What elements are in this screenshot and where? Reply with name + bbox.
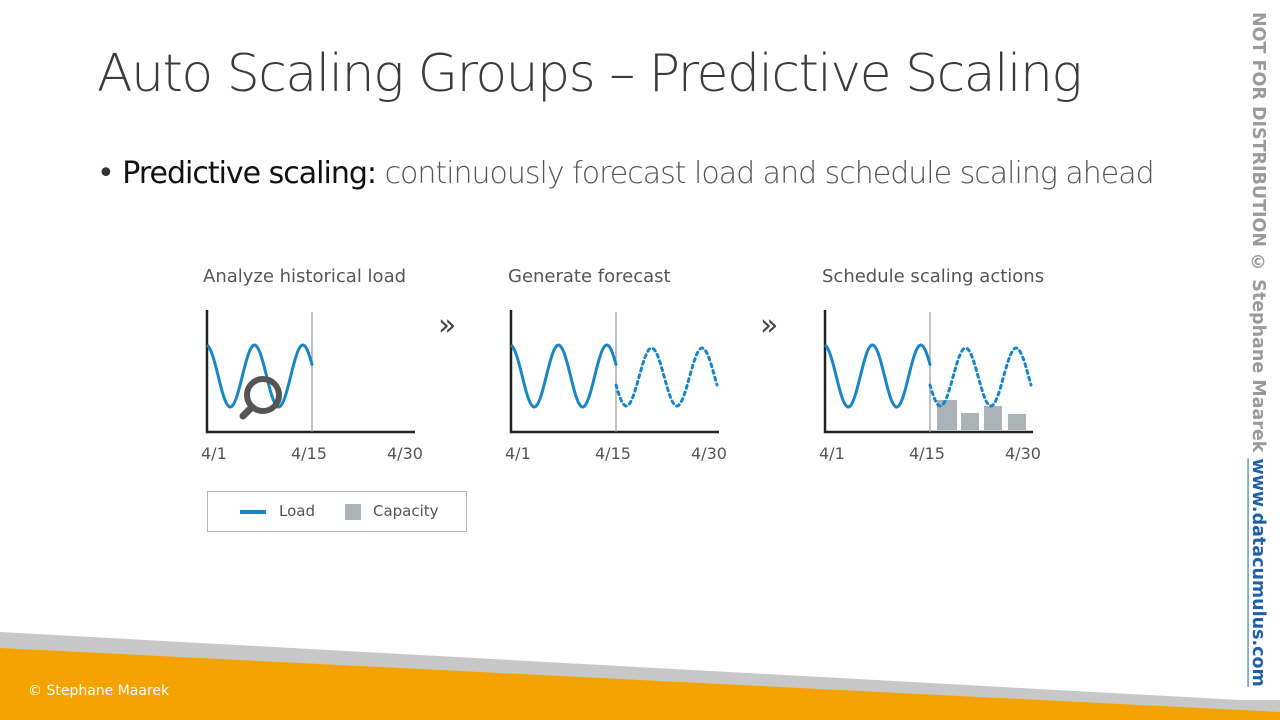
historical-load-line: [510, 343, 618, 409]
tick-label: 4/15: [291, 444, 327, 463]
stage-label-forecast: Generate forecast: [508, 266, 671, 287]
footer-orange: [0, 648, 1280, 720]
tick-label: 4/1: [819, 444, 845, 463]
forecast-load-line: [614, 346, 719, 408]
magnifier-icon: [244, 376, 282, 414]
stage-label-schedule: Schedule scaling actions: [822, 266, 1045, 287]
bullet-marker: •: [97, 156, 115, 191]
capacity-swatch: [345, 504, 361, 520]
bullet-description: continuously forecast load and schedule …: [384, 156, 1155, 191]
stage-label-analyze: Analyze historical load: [203, 266, 407, 287]
magnifier-handle: [239, 403, 256, 420]
tick-label: 4/30: [691, 444, 727, 463]
tick-label: 4/30: [1005, 444, 1041, 463]
distribution-notice: NOT FOR DISTRIBUTION © Stephane Maarek w…: [1248, 12, 1268, 692]
tick-label: 4/1: [505, 444, 531, 463]
chart-axes: [205, 310, 415, 434]
historical-load-line: [824, 343, 932, 409]
capacity-bar: [937, 400, 957, 430]
legend-capacity-label: Capacity: [373, 502, 439, 520]
double-chevron-icon: »: [438, 308, 457, 343]
website-link[interactable]: www.datacumulus.com: [1248, 458, 1268, 687]
legend-load-label: Load: [279, 502, 315, 520]
chart-axes: [823, 310, 1033, 434]
capacity-bar: [1008, 414, 1026, 430]
distribution-notice-text: NOT FOR DISTRIBUTION © Stephane Maarek: [1248, 12, 1268, 459]
slide-title: Auto Scaling Groups – Predictive Scaling: [97, 44, 1083, 104]
historical-load-line: [206, 343, 314, 409]
tick-label: 4/1: [201, 444, 227, 463]
copyright-text: © Stephane Maarek: [28, 683, 170, 699]
chart-axes: [509, 310, 719, 434]
tick-label: 4/15: [595, 444, 631, 463]
legend: Load Capacity: [207, 491, 467, 532]
forecast-load-line: [928, 346, 1033, 408]
tick-label: 4/15: [909, 444, 945, 463]
capacity-bar: [984, 406, 1002, 430]
double-chevron-icon: »: [760, 308, 779, 343]
bullet-term: Predictive scaling:: [122, 156, 377, 191]
bullet-item: • Predictive scaling: continuously forec…: [97, 156, 1155, 191]
load-swatch: [240, 510, 266, 514]
capacity-bar: [961, 413, 979, 430]
tick-label: 4/30: [387, 444, 423, 463]
